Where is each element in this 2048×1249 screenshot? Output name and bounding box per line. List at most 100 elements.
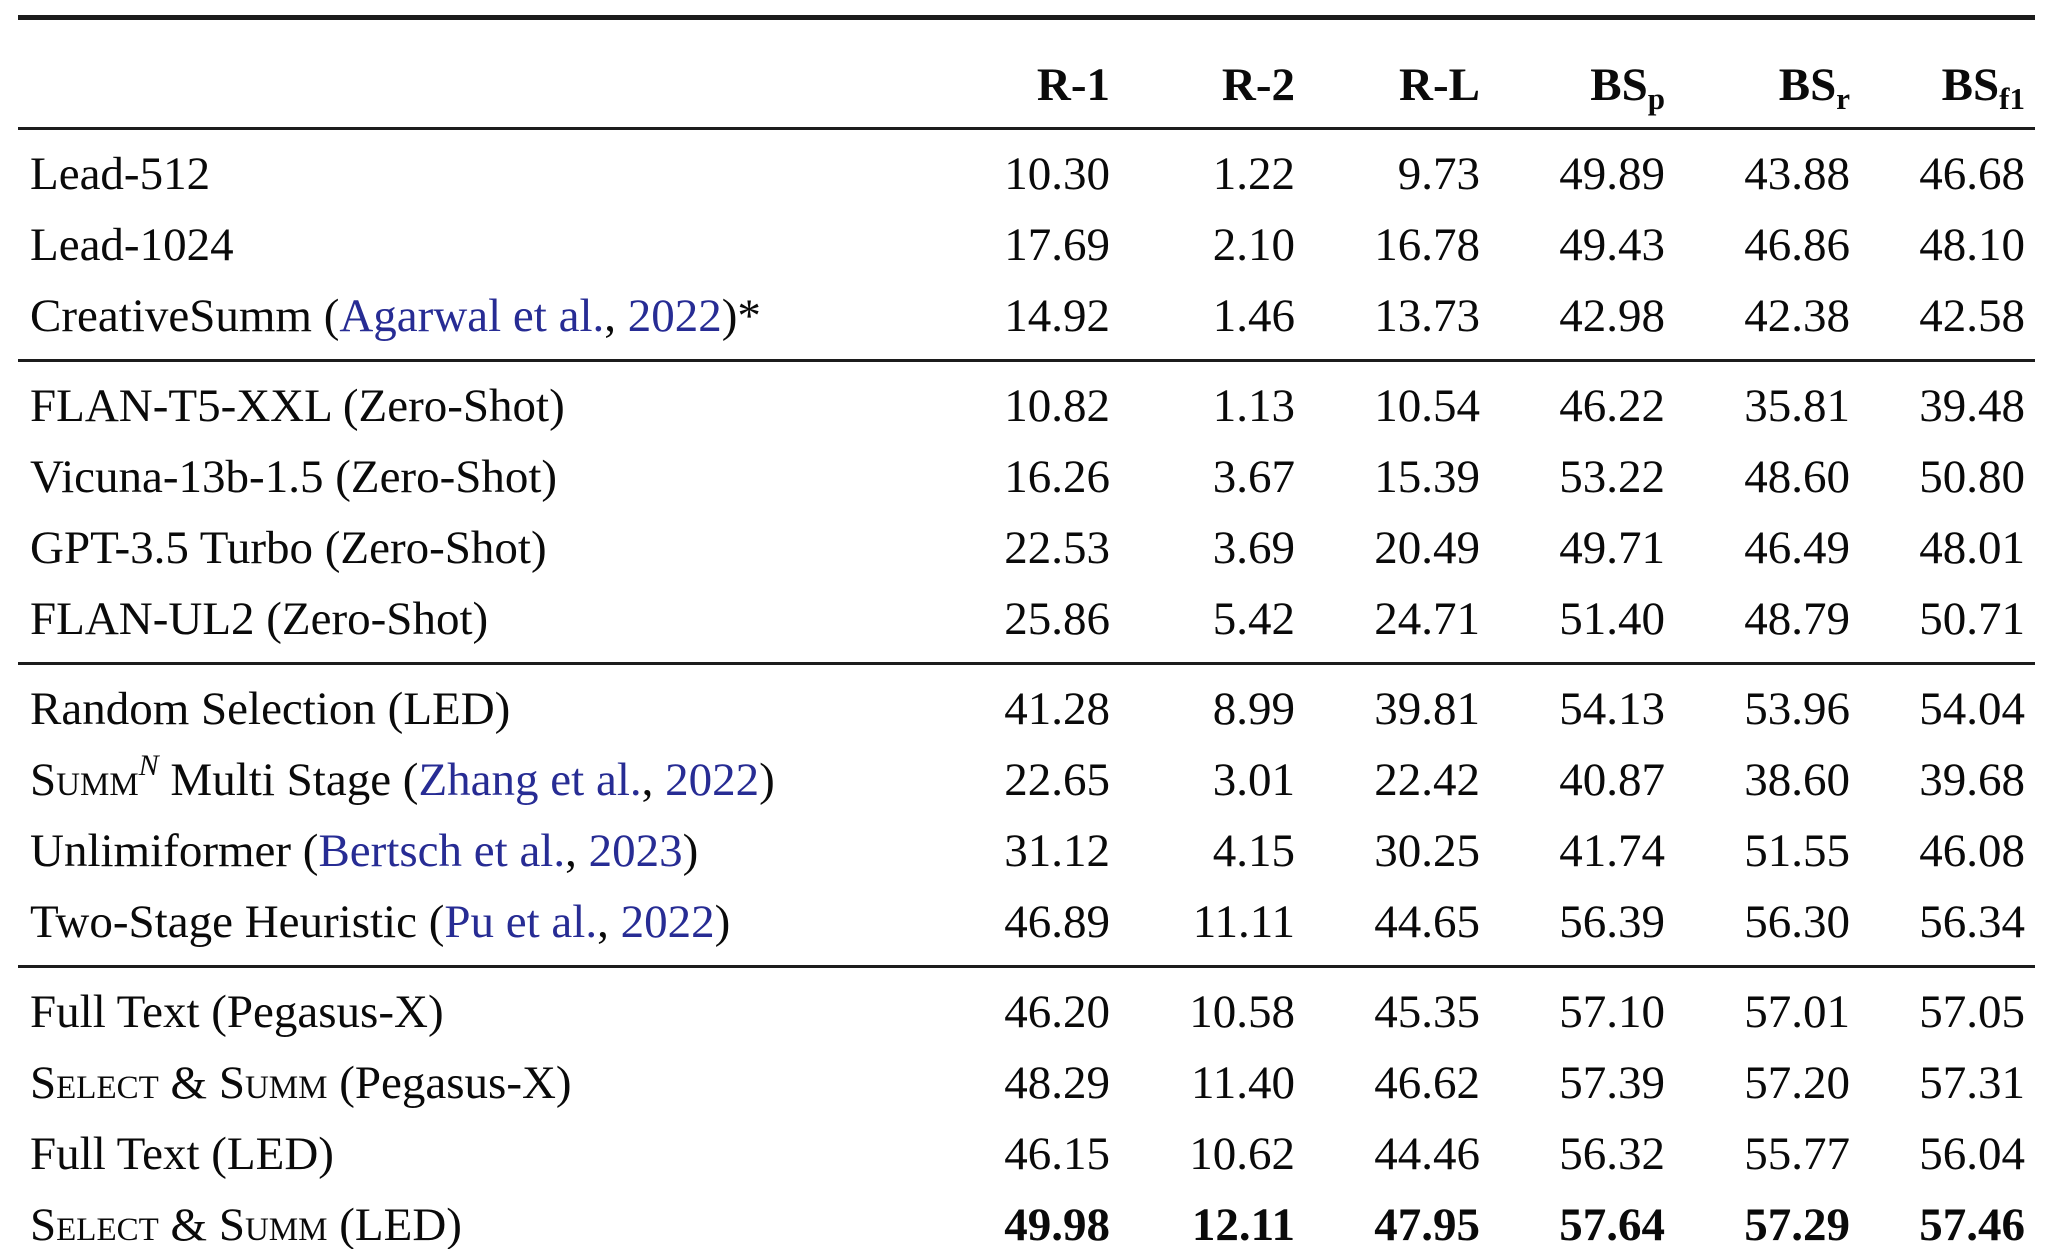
citation-link[interactable]: Pu et al. xyxy=(444,896,598,948)
metric-value-cell: 14.92 xyxy=(1004,290,1110,342)
metric-value-cell: 10.30 xyxy=(1004,148,1110,200)
metric-value-cell: 46.20 xyxy=(1004,986,1110,1038)
metric-value-cell: 57.01 xyxy=(1744,986,1850,1038)
model-label-cell: FLAN-T5-XXL (Zero-Shot) xyxy=(18,361,925,443)
metric-value-cell: 10.58 xyxy=(1189,986,1295,1038)
metric-value-cell: 48.79 xyxy=(1744,593,1850,645)
col-header-text: BS xyxy=(1941,59,2000,111)
metric-value-cell: 42.38 xyxy=(1744,290,1850,342)
model-label-cell: Random Selection (LED) xyxy=(18,664,925,746)
metric-value-cell: 49.43 xyxy=(1559,219,1665,271)
metric-value-cell: 39.48 xyxy=(1919,380,2025,432)
results-table: R-1 R-2 R-L BSp BSr BSf1 Lead-512 10.30 1.22 9.7… xyxy=(18,15,2035,1249)
model-label-cell: FLAN-UL2 (Zero-Shot) xyxy=(18,584,925,664)
metric-value-cell: 56.34 xyxy=(1919,896,2025,948)
label-text: (LED) xyxy=(327,1199,462,1249)
label-text: , xyxy=(641,754,666,806)
metric-value-cell: 10.82 xyxy=(1004,380,1110,432)
metric-value-cell: 46.89 xyxy=(1004,896,1110,948)
table-row: Full Text (LED) 46.15 10.62 44.46 56.32 55.77… xyxy=(18,1119,2035,1190)
citation-link[interactable]: 2022 xyxy=(665,754,760,806)
citation-link[interactable]: Zhang et al. xyxy=(418,754,642,806)
metric-value-cell: 46.22 xyxy=(1559,380,1665,432)
metric-value-cell: 10.54 xyxy=(1374,380,1480,432)
table-row: Select & Summ (Pegasus-X) 48.29 11.40 46.62… xyxy=(18,1048,2035,1119)
col-header-r1: R-1 xyxy=(925,18,1110,129)
citation-link[interactable]: 2022 xyxy=(627,290,722,342)
metric-value-cell: 48.01 xyxy=(1919,522,2025,574)
metric-value-cell: 13.73 xyxy=(1374,290,1480,342)
metric-value-cell: 46.62 xyxy=(1374,1057,1480,1109)
label-text: Multi Stage ( xyxy=(158,754,419,806)
metric-value-cell: 15.39 xyxy=(1374,451,1480,503)
metric-value-cell: 30.25 xyxy=(1374,825,1480,877)
metric-value-cell: 46.86 xyxy=(1744,219,1850,271)
metric-value-cell: 22.65 xyxy=(1004,754,1110,806)
header-row: R-1 R-2 R-L BSp BSr BSf1 xyxy=(18,18,2035,129)
metric-value-cell: 50.80 xyxy=(1919,451,2025,503)
col-header-text: R-2 xyxy=(1221,59,1295,111)
label-text: Unlimiformer ( xyxy=(30,825,319,877)
metric-value-cell: 22.42 xyxy=(1374,754,1480,806)
col-header-text: R-L xyxy=(1399,59,1480,111)
row-group-ours: Full Text (Pegasus-X) 46.20 10.58 45.35 57.1… xyxy=(18,967,2035,1249)
col-header-subscript: r xyxy=(1836,81,1850,116)
metric-value-cell: 35.81 xyxy=(1744,380,1850,432)
smallcaps-text: Summ xyxy=(30,754,139,806)
citation-link[interactable]: 2023 xyxy=(588,825,683,877)
metric-value-cell: 48.60 xyxy=(1744,451,1850,503)
metric-value-cell: 39.81 xyxy=(1374,683,1480,735)
citation-link[interactable]: Agarwal et al. xyxy=(339,290,605,342)
metric-value-cell: 24.71 xyxy=(1374,593,1480,645)
table-row: Two-Stage Heuristic (Pu et al., 2022) 46.… xyxy=(18,887,2035,967)
col-header-subscript: p xyxy=(1647,81,1665,116)
metric-value-cell: 11.11 xyxy=(1192,896,1295,948)
model-label-cell: Full Text (Pegasus-X) xyxy=(18,967,925,1049)
metric-value-cell: 57.05 xyxy=(1919,986,2025,1038)
metric-value-cell: 56.30 xyxy=(1744,896,1850,948)
col-header-bsp: BSp xyxy=(1480,18,1665,129)
citation-link[interactable]: Bertsch et al. xyxy=(318,825,566,877)
model-label-cell: GPT-3.5 Turbo (Zero-Shot) xyxy=(18,513,925,584)
metric-value-cell: 57.31 xyxy=(1919,1057,2025,1109)
metric-value-cell: 53.22 xyxy=(1559,451,1665,503)
metric-value-cell: 3.69 xyxy=(1212,522,1295,574)
label-text: FLAN-T5-XXL (Zero-Shot) xyxy=(30,380,565,432)
table-row: Unlimiformer (Bertsch et al., 2023) 31.12… xyxy=(18,816,2035,887)
label-text: , xyxy=(565,825,589,877)
table-header: R-1 R-2 R-L BSp BSr BSf1 xyxy=(18,18,2035,129)
metric-value-cell: 46.49 xyxy=(1744,522,1850,574)
label-text: ) xyxy=(759,754,775,806)
label-text: Lead-1024 xyxy=(30,219,234,271)
metric-value-cell: 49.98 xyxy=(1004,1199,1110,1249)
metric-value-cell: 2.10 xyxy=(1212,219,1295,271)
label-text: FLAN-UL2 (Zero-Shot) xyxy=(30,593,489,645)
citation-link[interactable]: 2022 xyxy=(620,896,715,948)
label-text: ) xyxy=(714,896,731,948)
superscript-text: N xyxy=(138,749,159,782)
table-row: SummN Multi Stage (Zhang et al., 2022) 22… xyxy=(18,745,2035,816)
metric-value-cell: 1.13 xyxy=(1212,380,1295,432)
smallcaps-text: Select & Summ xyxy=(30,1057,328,1109)
label-text: , xyxy=(597,896,621,948)
metric-value-cell: 8.99 xyxy=(1212,683,1295,735)
metric-value-cell: 42.58 xyxy=(1919,290,2025,342)
table-row: Full Text (Pegasus-X) 46.20 10.58 45.35 57.1… xyxy=(18,967,2035,1049)
metric-value-cell: 41.74 xyxy=(1559,825,1665,877)
table-row: FLAN-T5-XXL (Zero-Shot) 10.82 1.13 10.54 46.… xyxy=(18,361,2035,443)
metric-value-cell: 1.46 xyxy=(1212,290,1295,342)
col-header-text: BS xyxy=(1590,59,1648,111)
metric-value-cell: 46.68 xyxy=(1919,148,2025,200)
model-label-cell: CreativeSumm (Agarwal et al., 2022)* xyxy=(18,281,925,361)
metric-value-cell: 10.62 xyxy=(1189,1128,1295,1180)
col-header-rl: R-L xyxy=(1295,18,1480,129)
metric-value-cell: 47.95 xyxy=(1374,1199,1480,1249)
smallcaps-text: Select & Summ xyxy=(30,1199,328,1249)
metric-value-cell: 4.15 xyxy=(1212,825,1295,877)
metric-value-cell: 48.10 xyxy=(1919,219,2025,271)
model-label-cell: Select & Summ (Pegasus-X) xyxy=(18,1048,925,1119)
metric-value-cell: 43.88 xyxy=(1744,148,1850,200)
metric-value-cell: 53.96 xyxy=(1744,683,1850,735)
label-text: Two-Stage Heuristic ( xyxy=(30,896,445,948)
metric-value-cell: 49.89 xyxy=(1559,148,1665,200)
